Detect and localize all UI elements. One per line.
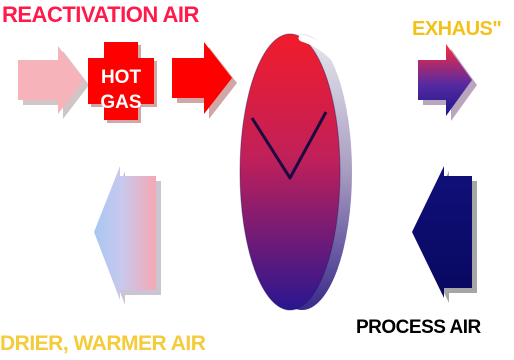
wheel-sector-divider bbox=[250, 111, 328, 180]
heated-air-arrow-icon bbox=[172, 42, 237, 119]
drier-warmer-air-label: DRIER, WARMER AIR bbox=[0, 332, 206, 355]
reactivation-air-label: REACTIVATION AIR bbox=[2, 2, 199, 27]
reactivation-inlet-arrow-icon bbox=[18, 46, 89, 119]
hot-gas-label-line1: HOT bbox=[100, 67, 142, 88]
process-air-label: PROCESS AIR bbox=[356, 317, 481, 338]
exhaust-label: EXHAUS" bbox=[412, 18, 502, 40]
hot-gas-label-line2: GAS bbox=[100, 92, 142, 113]
drier-warmer-air-arrow-icon bbox=[94, 166, 161, 305]
hot-gas-cross-icon bbox=[88, 42, 157, 123]
desiccant-wheel bbox=[239, 33, 352, 311]
exhaust-arrow-icon bbox=[418, 44, 477, 121]
wheel-rotation-arrow-icon bbox=[298, 34, 362, 106]
process-air-arrow-icon bbox=[412, 166, 477, 303]
